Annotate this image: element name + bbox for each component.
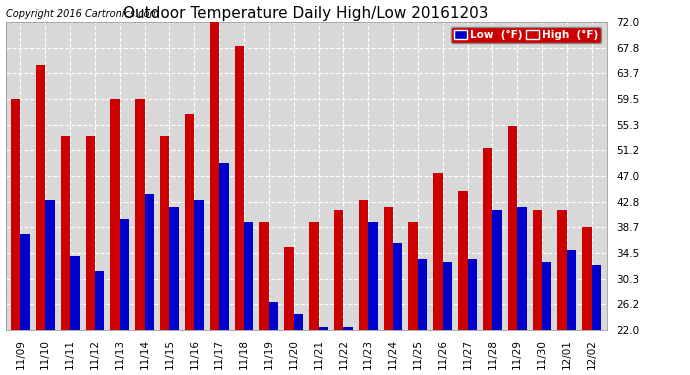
Bar (46, 200, 55, 375)
Bar (309, 222, 319, 375)
Bar (408, 222, 418, 375)
Bar (95, 271, 104, 375)
Bar (120, 219, 129, 375)
Bar (170, 207, 179, 375)
Bar (558, 210, 567, 375)
Bar (135, 99, 145, 375)
Bar (393, 243, 402, 375)
Bar (86, 136, 95, 375)
Bar (533, 210, 542, 375)
Bar (185, 114, 195, 375)
Bar (368, 222, 377, 375)
Bar (145, 194, 154, 375)
Bar (468, 259, 477, 375)
Bar (384, 207, 393, 375)
Bar (359, 200, 368, 375)
Bar (518, 207, 526, 375)
Bar (235, 46, 244, 375)
Bar (21, 234, 30, 375)
Bar (542, 262, 551, 375)
Bar (110, 99, 120, 375)
Title: Outdoor Temperature Daily High/Low 20161203: Outdoor Temperature Daily High/Low 20161… (124, 6, 489, 21)
Bar (319, 327, 328, 375)
Bar (443, 262, 452, 375)
Bar (160, 136, 170, 375)
Bar (433, 172, 443, 375)
Bar (269, 302, 278, 375)
Bar (567, 250, 576, 375)
Bar (219, 164, 228, 375)
Bar (582, 227, 592, 375)
Bar (493, 210, 502, 375)
Bar (259, 222, 269, 375)
Bar (210, 22, 219, 375)
Bar (36, 65, 46, 375)
Bar (244, 222, 253, 375)
Bar (508, 126, 518, 375)
Bar (284, 246, 294, 375)
Bar (344, 327, 353, 375)
Text: Copyright 2016 Cartronics.com: Copyright 2016 Cartronics.com (6, 9, 159, 19)
Bar (61, 136, 70, 375)
Bar (418, 259, 427, 375)
Bar (11, 99, 21, 375)
Bar (592, 265, 601, 375)
Bar (70, 256, 79, 375)
Bar (195, 200, 204, 375)
Bar (334, 210, 344, 375)
Bar (483, 148, 493, 375)
Bar (294, 314, 303, 375)
Bar (458, 191, 468, 375)
Legend: Low  (°F), High  (°F): Low (°F), High (°F) (451, 27, 602, 44)
